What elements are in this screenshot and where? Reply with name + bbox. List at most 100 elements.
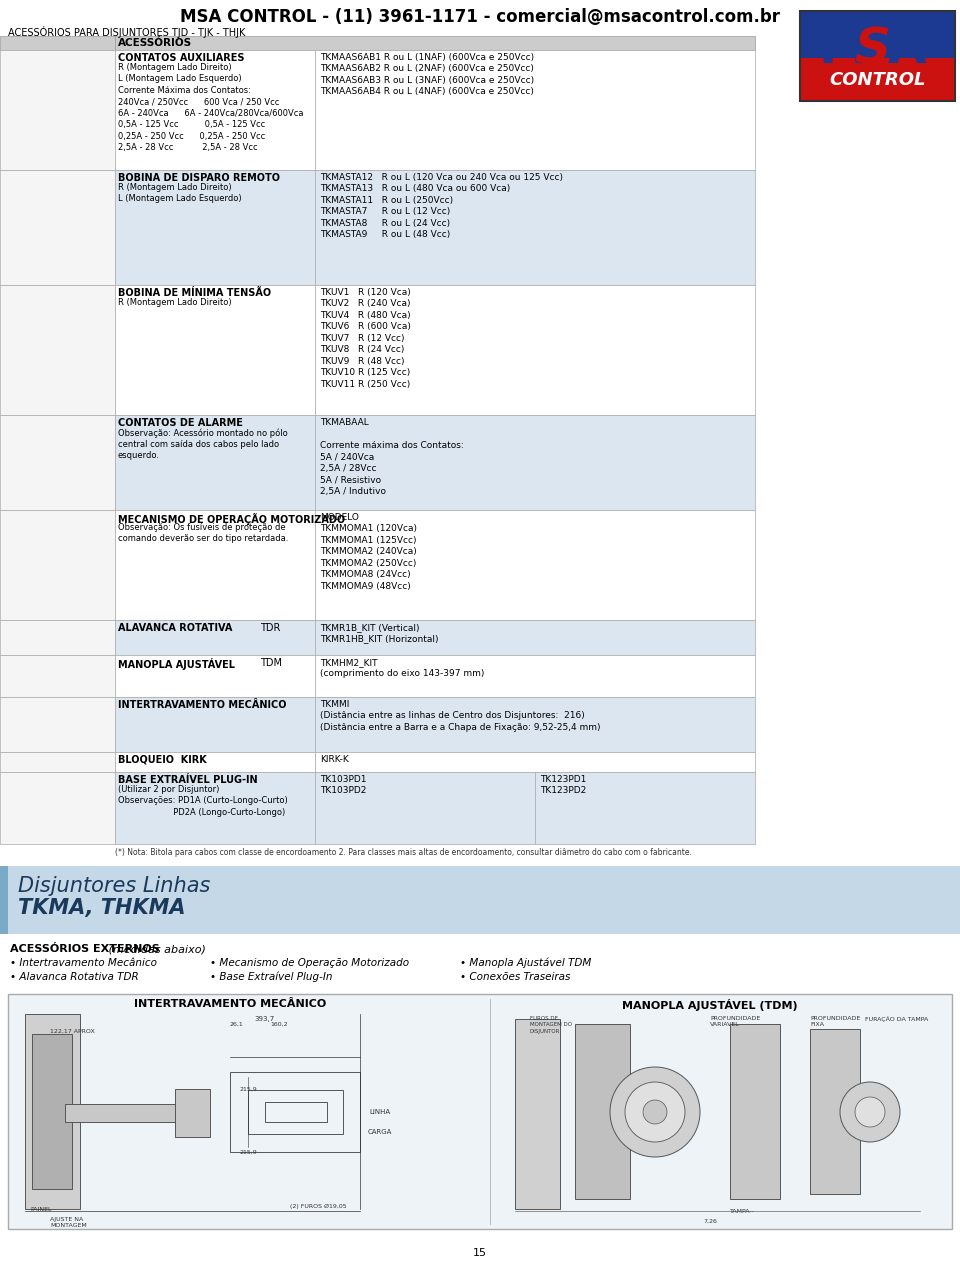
- Bar: [115, 697, 315, 752]
- Text: 15: 15: [473, 1248, 487, 1258]
- Text: TK103PD1
TK103PD2: TK103PD1 TK103PD2: [320, 775, 367, 795]
- Bar: [315, 772, 535, 843]
- Text: ACESSÓRIOS EXTERNOS: ACESSÓRIOS EXTERNOS: [10, 944, 159, 954]
- Text: (Utilizar 2 por Disjuntor)
Observações: PD1A (Curto-Longo-Curto)
               : (Utilizar 2 por Disjuntor) Observações: …: [118, 785, 288, 817]
- Bar: [315, 510, 755, 620]
- Text: ALAVANCA ROTATIVA: ALAVANCA ROTATIVA: [118, 623, 232, 633]
- Text: 215,9: 215,9: [239, 1087, 257, 1092]
- Bar: [115, 285, 315, 415]
- Bar: [265, 1102, 327, 1122]
- Bar: [0, 866, 960, 934]
- Bar: [0, 866, 8, 934]
- Bar: [65, 1104, 185, 1122]
- Bar: [315, 620, 755, 655]
- Text: AJUSTE NA
MONTAGEM: AJUSTE NA MONTAGEM: [50, 1217, 86, 1229]
- Text: BOBINA DE DISPARO REMOTO: BOBINA DE DISPARO REMOTO: [118, 174, 280, 182]
- Circle shape: [855, 1097, 885, 1127]
- Circle shape: [625, 1082, 685, 1142]
- Text: • Base Extraível Plug-In: • Base Extraível Plug-In: [210, 972, 332, 983]
- Bar: [115, 415, 315, 510]
- Bar: [0, 620, 115, 655]
- Bar: [515, 1020, 560, 1208]
- Bar: [115, 170, 315, 285]
- Text: BOBINA DE MÍNIMA TENSÃO: BOBINA DE MÍNIMA TENSÃO: [118, 288, 271, 299]
- Text: 215,9: 215,9: [239, 1150, 257, 1155]
- Bar: [0, 655, 115, 697]
- Bar: [175, 1088, 210, 1137]
- Bar: [0, 510, 115, 620]
- Text: TKMA, THKMA: TKMA, THKMA: [18, 898, 185, 917]
- Text: TKUV1   R (120 Vca)
TKUV2   R (240 Vca)
TKUV4   R (480 Vca)
TKUV6   R (600 Vca)
: TKUV1 R (120 Vca) TKUV2 R (240 Vca) TKUV…: [320, 288, 411, 389]
- Bar: [25, 1014, 80, 1208]
- Text: Disjuntores Linhas: Disjuntores Linhas: [18, 877, 210, 896]
- Bar: [115, 620, 315, 655]
- Bar: [32, 1034, 72, 1189]
- Bar: [730, 1025, 780, 1199]
- Text: 160,2: 160,2: [270, 1022, 288, 1027]
- Text: • Alavanca Rotativa TDR: • Alavanca Rotativa TDR: [10, 972, 139, 983]
- Text: • Intertravamento Mecânico: • Intertravamento Mecânico: [10, 958, 157, 968]
- Text: ACESSÓRIOS PARA DISJUNTORES TJD - TJK - THJK: ACESSÓRIOS PARA DISJUNTORES TJD - TJK - …: [8, 26, 246, 38]
- Bar: [315, 170, 755, 285]
- Text: • Conexões Traseiras: • Conexões Traseiras: [460, 972, 570, 983]
- Text: LINHA: LINHA: [370, 1109, 391, 1115]
- Text: TDM: TDM: [260, 658, 282, 669]
- Bar: [8, 994, 952, 1229]
- Circle shape: [643, 1100, 667, 1124]
- Text: CONTATOS AUXILIARES: CONTATOS AUXILIARES: [118, 54, 245, 63]
- Text: CONTROL: CONTROL: [829, 71, 925, 89]
- Text: MANOPLA AJUSTÁVEL (TDM): MANOPLA AJUSTÁVEL (TDM): [622, 999, 798, 1011]
- Bar: [315, 697, 755, 752]
- Text: MANOPLA AJUSTÁVEL: MANOPLA AJUSTÁVEL: [118, 658, 235, 670]
- Text: BASE EXTRAÍVEL PLUG-IN: BASE EXTRAÍVEL PLUG-IN: [118, 775, 257, 785]
- Text: KIRK-K: KIRK-K: [320, 755, 348, 764]
- Bar: [800, 11, 955, 59]
- Text: MODELO
TKMMOMA1 (120Vca)
TKMMOMA1 (125Vcc)
TKMMOMA2 (240Vca)
TKMMOMA2 (250Vcc)
T: MODELO TKMMOMA1 (120Vca) TKMMOMA1 (125Vc…: [320, 513, 417, 591]
- Text: 7,26: 7,26: [703, 1219, 717, 1224]
- Text: ACESSÓRIOS: ACESSÓRIOS: [118, 38, 192, 48]
- Text: INTERTRAVAMENTO MECÂNICO: INTERTRAVAMENTO MECÂNICO: [133, 999, 326, 1009]
- Text: TKMHM2_KIT
(comprimento do eixo 143-397 mm): TKMHM2_KIT (comprimento do eixo 143-397 …: [320, 658, 485, 679]
- Text: Observação: Os fusíveis de proteção de
comando deverão ser do tipo retardada.: Observação: Os fusíveis de proteção de c…: [118, 523, 288, 544]
- Text: CONTATOS DE ALARME: CONTATOS DE ALARME: [118, 419, 243, 427]
- Text: TKMAAS6AB1 R ou L (1NAF) (600Vca e 250Vcc)
TKMAAS6AB2 R ou L (2NAF) (600Vca e 25: TKMAAS6AB1 R ou L (1NAF) (600Vca e 250Vc…: [320, 54, 534, 97]
- Text: FUROS DE
MONTAGEM DO
DISJUNTOR: FUROS DE MONTAGEM DO DISJUNTOR: [530, 1016, 572, 1034]
- Bar: [535, 772, 755, 843]
- Text: TDR: TDR: [260, 623, 280, 633]
- Bar: [115, 50, 315, 170]
- Bar: [230, 1072, 360, 1152]
- Bar: [115, 510, 315, 620]
- Text: MSA CONTROL - (11) 3961-1171 - comercial@msacontrol.com.br: MSA CONTROL - (11) 3961-1171 - comercial…: [180, 8, 780, 26]
- Bar: [800, 57, 955, 101]
- Bar: [0, 772, 115, 843]
- Text: TAMPA--: TAMPA--: [730, 1208, 755, 1213]
- Text: TK123PD1
TK123PD2: TK123PD1 TK123PD2: [540, 775, 587, 795]
- Text: • Mecanismo de Operação Motorizado: • Mecanismo de Operação Motorizado: [210, 958, 409, 968]
- Text: PROFUNDIDADE
FIXA: PROFUNDIDADE FIXA: [810, 1016, 860, 1027]
- Bar: [0, 415, 115, 510]
- Text: PROFUNDIDADE
VARIAVEL: PROFUNDIDADE VARIAVEL: [710, 1016, 760, 1027]
- Circle shape: [610, 1067, 700, 1157]
- Bar: [315, 655, 755, 697]
- Text: MECANISMO DE OPERAÇÃO MOTORIZADO: MECANISMO DE OPERAÇÃO MOTORIZADO: [118, 513, 346, 526]
- Text: 122,17 APROX: 122,17 APROX: [50, 1028, 95, 1034]
- Circle shape: [840, 1082, 900, 1142]
- Bar: [315, 285, 755, 415]
- Bar: [575, 1025, 630, 1199]
- Text: TKMASTA12   R ou L (120 Vca ou 240 Vca ou 125 Vcc)
TKMASTA13   R ou L (480 Vca o: TKMASTA12 R ou L (120 Vca ou 240 Vca ou …: [320, 174, 563, 240]
- Bar: [248, 1090, 343, 1134]
- Text: TKMR1B_KIT (Vertical)
TKMR1HB_KIT (Horizontal): TKMR1B_KIT (Vertical) TKMR1HB_KIT (Horiz…: [320, 623, 439, 643]
- Text: S: S: [854, 26, 890, 73]
- Text: R (Montagem Lado Direito)
L (Montagem Lado Esquerdo)
Corrente Máxima dos Contato: R (Montagem Lado Direito) L (Montagem La…: [118, 63, 303, 152]
- Text: CARGA: CARGA: [368, 1129, 393, 1134]
- Bar: [315, 415, 755, 510]
- Bar: [0, 285, 115, 415]
- Text: (medidas abaixo): (medidas abaixo): [105, 944, 205, 954]
- Bar: [800, 11, 955, 101]
- Text: INTERTRAVAMENTO MECÂNICO: INTERTRAVAMENTO MECÂNICO: [118, 701, 286, 709]
- Bar: [115, 36, 755, 50]
- Bar: [115, 655, 315, 697]
- Bar: [115, 752, 315, 772]
- Text: M: M: [818, 26, 868, 73]
- Bar: [115, 772, 315, 843]
